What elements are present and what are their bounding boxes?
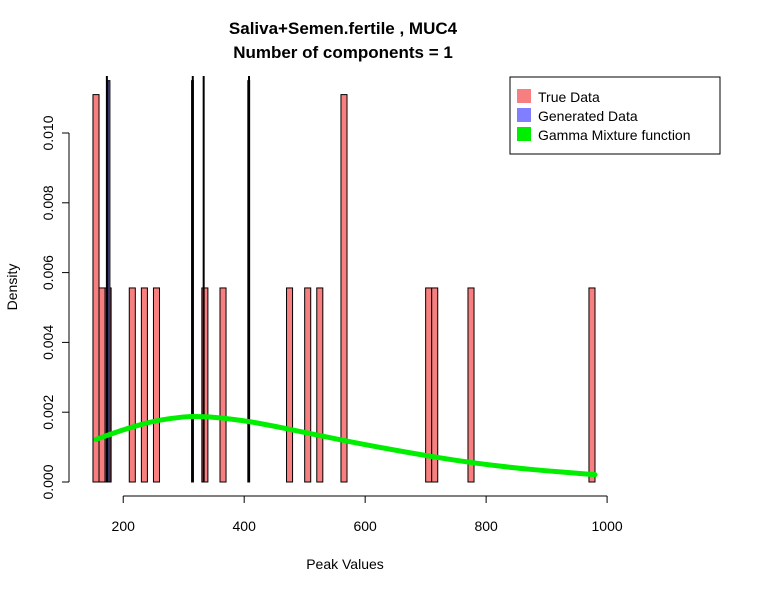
true-data-bar bbox=[304, 287, 312, 483]
true-data-bars bbox=[92, 94, 596, 483]
generated-data-bar bbox=[107, 80, 111, 483]
true-data-bar bbox=[286, 287, 294, 483]
y-ticks: 0.000 0.002 0.004 0.006 0.008 0.010 bbox=[40, 115, 69, 500]
x-axis-label: Peak Values bbox=[306, 556, 384, 572]
true-data-bar bbox=[98, 287, 106, 483]
x-tick-label: 600 bbox=[353, 518, 377, 534]
true-data-bar bbox=[340, 94, 348, 483]
x-tick-label: 400 bbox=[233, 518, 257, 534]
x-tick-label: 800 bbox=[474, 518, 498, 534]
true-data-bar bbox=[316, 287, 324, 483]
legend-label-true-data: True Data bbox=[538, 89, 600, 105]
legend: True Data Generated Data Gamma Mixture f… bbox=[509, 76, 721, 155]
y-tick-label: 0.004 bbox=[40, 325, 56, 360]
legend-label-gamma-mixture: Gamma Mixture function bbox=[538, 127, 691, 143]
y-tick-label: 0.010 bbox=[40, 115, 56, 150]
chart-subtitle: Number of components = 1 bbox=[233, 43, 453, 62]
x-ticks: 200 400 600 800 1000 bbox=[112, 496, 623, 534]
true-data-bar bbox=[425, 287, 433, 483]
gamma-mixture-line bbox=[93, 414, 598, 478]
y-axis-label: Density bbox=[4, 264, 20, 311]
legend-swatch-generated-data bbox=[517, 108, 531, 122]
chart-title: Saliva+Semen.fertile , MUC4 bbox=[229, 19, 458, 38]
x-tick-label: 1000 bbox=[592, 518, 623, 534]
y-tick-label: 0.002 bbox=[40, 394, 56, 429]
true-data-bar bbox=[201, 287, 209, 483]
y-tick-label: 0.008 bbox=[40, 185, 56, 220]
true-data-bar bbox=[128, 287, 136, 483]
y-tick-label: 0.006 bbox=[40, 255, 56, 290]
true-data-bar bbox=[152, 287, 161, 483]
true-data-bar bbox=[140, 287, 148, 483]
true-data-bar bbox=[92, 94, 100, 483]
y-tick-label: 0.000 bbox=[40, 464, 56, 499]
true-data-bar bbox=[219, 287, 227, 483]
true-data-bar bbox=[467, 287, 475, 483]
legend-swatch-true-data bbox=[517, 89, 531, 103]
legend-swatch-gamma-mixture bbox=[517, 127, 531, 141]
legend-box bbox=[509, 76, 721, 155]
true-data-bar bbox=[431, 287, 439, 483]
legend-label-generated-data: Generated Data bbox=[538, 108, 638, 124]
true-data-bar bbox=[588, 287, 596, 483]
x-tick-label: 200 bbox=[112, 518, 136, 534]
